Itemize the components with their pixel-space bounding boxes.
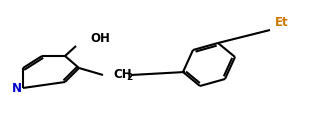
Text: CH: CH (113, 69, 132, 82)
Text: 2: 2 (126, 73, 133, 82)
Text: OH: OH (90, 32, 110, 45)
Text: Et: Et (275, 15, 289, 28)
Text: N: N (12, 82, 22, 94)
